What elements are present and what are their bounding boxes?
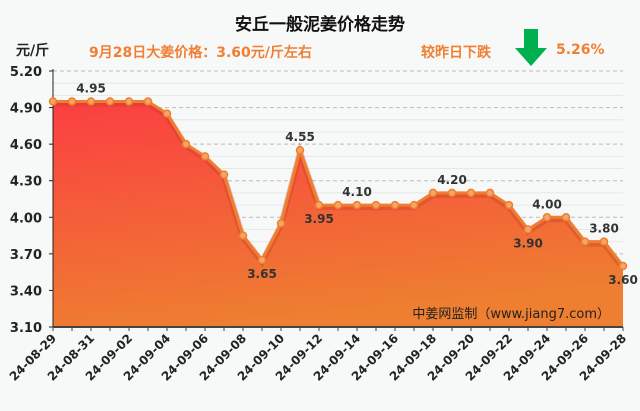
- data-label: 3.80: [589, 222, 619, 236]
- data-point: [561, 213, 571, 222]
- data-point: [599, 237, 609, 246]
- y-tick-label: 3.70: [10, 248, 42, 263]
- data-label: 3.65: [247, 267, 277, 281]
- data-point: [219, 170, 229, 179]
- data-label: 3.90: [513, 236, 543, 250]
- data-label: 3.60: [608, 273, 638, 287]
- data-label: 4.95: [76, 81, 106, 95]
- data-point: [618, 261, 628, 271]
- change-label: 较昨日下跌: [421, 45, 491, 61]
- data-label: 3.95: [304, 212, 334, 226]
- data-point: [67, 97, 77, 106]
- data-point: [466, 188, 476, 198]
- data-point: [504, 200, 514, 210]
- y-tick-label: 4.30: [10, 175, 42, 190]
- y-tick-label: 3.40: [10, 284, 42, 299]
- chart-title: 安丘一般泥姜价格走势: [235, 15, 405, 35]
- data-label: 4.55: [285, 130, 315, 144]
- data-point: [181, 139, 191, 149]
- data-point: [124, 97, 134, 106]
- data-point: [428, 188, 438, 198]
- data-point: [257, 255, 267, 265]
- data-point: [371, 200, 381, 210]
- data-point: [409, 200, 419, 210]
- data-point: [162, 109, 172, 118]
- area-fill: [53, 101, 623, 327]
- data-point: [333, 200, 343, 210]
- data-label: 4.00: [532, 197, 562, 211]
- data-label: 4.20: [437, 173, 467, 187]
- y-tick-label: 3.10: [10, 321, 42, 336]
- data-point: [352, 200, 362, 210]
- y-axis-unit: 元/斤: [16, 43, 50, 59]
- data-point: [523, 225, 533, 234]
- y-tick-label: 4.60: [10, 138, 42, 153]
- data-point: [485, 188, 495, 198]
- y-tick-label: 4.00: [10, 211, 42, 226]
- y-tick-label: 5.20: [10, 65, 42, 80]
- change-value: 5.26%: [556, 42, 605, 58]
- data-point: [295, 145, 305, 155]
- price-note: 9月28日大姜价格：3.60元/斤左右: [89, 45, 312, 61]
- data-point: [105, 97, 115, 106]
- data-point: [238, 231, 248, 240]
- watermark: 中姜网监制（www.jiang7.com）: [412, 307, 610, 322]
- data-point: [143, 97, 153, 106]
- data-point: [86, 97, 96, 106]
- data-point: [276, 219, 286, 228]
- data-point: [580, 237, 590, 246]
- data-point: [542, 213, 552, 222]
- data-point: [200, 152, 210, 161]
- data-point: [390, 200, 400, 210]
- data-label: 4.10: [342, 185, 372, 199]
- down-arrow-icon: [514, 29, 548, 71]
- data-point: [447, 188, 457, 198]
- y-tick-label: 4.90: [10, 102, 42, 117]
- data-point: [314, 200, 324, 210]
- data-point: [48, 97, 58, 106]
